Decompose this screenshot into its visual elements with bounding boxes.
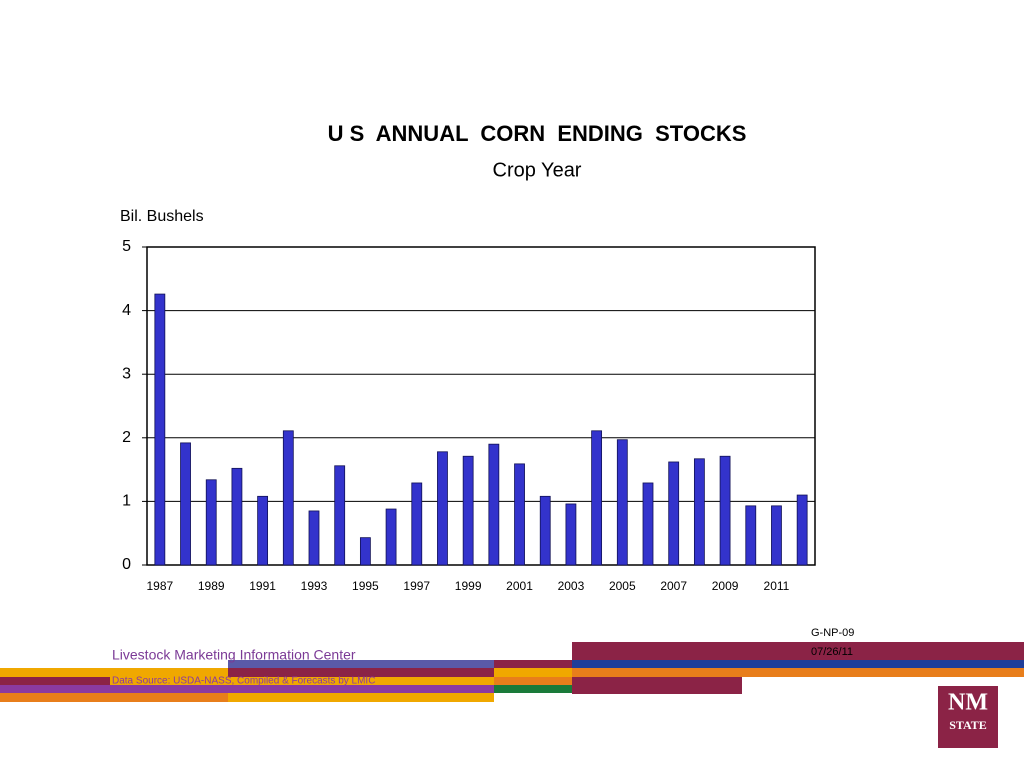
bar bbox=[282, 430, 294, 566]
stripe bbox=[572, 668, 1024, 677]
x-tick-label: 2003 bbox=[558, 579, 585, 593]
bar bbox=[437, 451, 448, 566]
bar bbox=[668, 461, 680, 566]
bar bbox=[796, 494, 808, 566]
x-tick-label: 2011 bbox=[764, 579, 790, 593]
stripe bbox=[0, 693, 228, 702]
bar bbox=[719, 455, 731, 566]
chart-date: 07/26/11 bbox=[811, 646, 853, 658]
x-tick-label: 2009 bbox=[712, 579, 739, 593]
x-tick-label: 1991 bbox=[249, 579, 276, 593]
y-tick-label: 5 bbox=[122, 238, 131, 255]
organization: Livestock Marketing Information Center bbox=[112, 647, 356, 663]
bar bbox=[308, 510, 320, 566]
bar bbox=[154, 293, 166, 566]
stripe bbox=[228, 693, 494, 702]
stripe bbox=[572, 660, 1024, 668]
bar bbox=[488, 443, 500, 566]
x-tick-label: 1987 bbox=[146, 579, 173, 593]
y-tick-label: 0 bbox=[122, 556, 131, 573]
bar bbox=[411, 482, 423, 566]
bar bbox=[462, 455, 474, 566]
stripe bbox=[0, 685, 494, 693]
stripe bbox=[0, 677, 110, 685]
stripe bbox=[494, 685, 572, 693]
x-tick-label: 1989 bbox=[198, 579, 225, 593]
bar bbox=[334, 465, 346, 566]
bar bbox=[257, 495, 269, 566]
logo: NM STATE bbox=[938, 686, 998, 748]
stripe bbox=[0, 668, 228, 677]
bar bbox=[591, 430, 603, 566]
stripe bbox=[494, 660, 572, 668]
stripe bbox=[572, 677, 742, 694]
logo-block bbox=[938, 686, 998, 748]
x-tick-label: 1997 bbox=[403, 579, 430, 593]
logo-text: NM bbox=[948, 690, 988, 716]
y-axis-label: Bil. Bushels bbox=[120, 208, 204, 225]
chart-title: U S ANNUAL CORN ENDING STOCKS bbox=[328, 121, 747, 146]
bar bbox=[745, 505, 757, 566]
plot-frame bbox=[146, 246, 816, 566]
bar bbox=[642, 482, 654, 566]
bar bbox=[565, 503, 577, 566]
bar bbox=[514, 463, 525, 566]
bar bbox=[616, 439, 628, 566]
bar bbox=[359, 537, 371, 566]
chart-subtitle: Crop Year bbox=[493, 159, 582, 181]
bar bbox=[693, 458, 705, 566]
y-tick-label: 3 bbox=[122, 365, 131, 382]
y-tick-label: 2 bbox=[122, 429, 131, 446]
bar bbox=[205, 479, 217, 566]
data-source: Data Source: USDA-NASS, Compiled & Forec… bbox=[112, 676, 375, 687]
bar bbox=[180, 442, 191, 566]
x-tick-label: 2001 bbox=[506, 579, 533, 593]
bar bbox=[771, 505, 782, 566]
x-tick-label: 1993 bbox=[301, 579, 328, 593]
bar bbox=[231, 467, 243, 566]
footer-stripes bbox=[0, 642, 1024, 702]
y-tick-label: 4 bbox=[122, 302, 131, 319]
y-tick-label: 1 bbox=[122, 493, 131, 510]
x-tick-label: 1999 bbox=[455, 579, 482, 593]
stripe bbox=[228, 660, 494, 668]
x-tick-label: 2005 bbox=[609, 579, 636, 593]
chart-code: G-NP-09 bbox=[811, 627, 854, 639]
stripe bbox=[110, 677, 494, 685]
bar bbox=[385, 508, 397, 566]
logo-text: STATE bbox=[949, 718, 987, 732]
stripe bbox=[572, 642, 1024, 660]
stripe bbox=[494, 677, 572, 685]
stripe bbox=[228, 668, 494, 677]
x-tick-label: 1995 bbox=[352, 579, 379, 593]
x-tick-label: 2007 bbox=[660, 579, 687, 593]
stripe bbox=[494, 668, 572, 677]
bar bbox=[539, 495, 551, 566]
